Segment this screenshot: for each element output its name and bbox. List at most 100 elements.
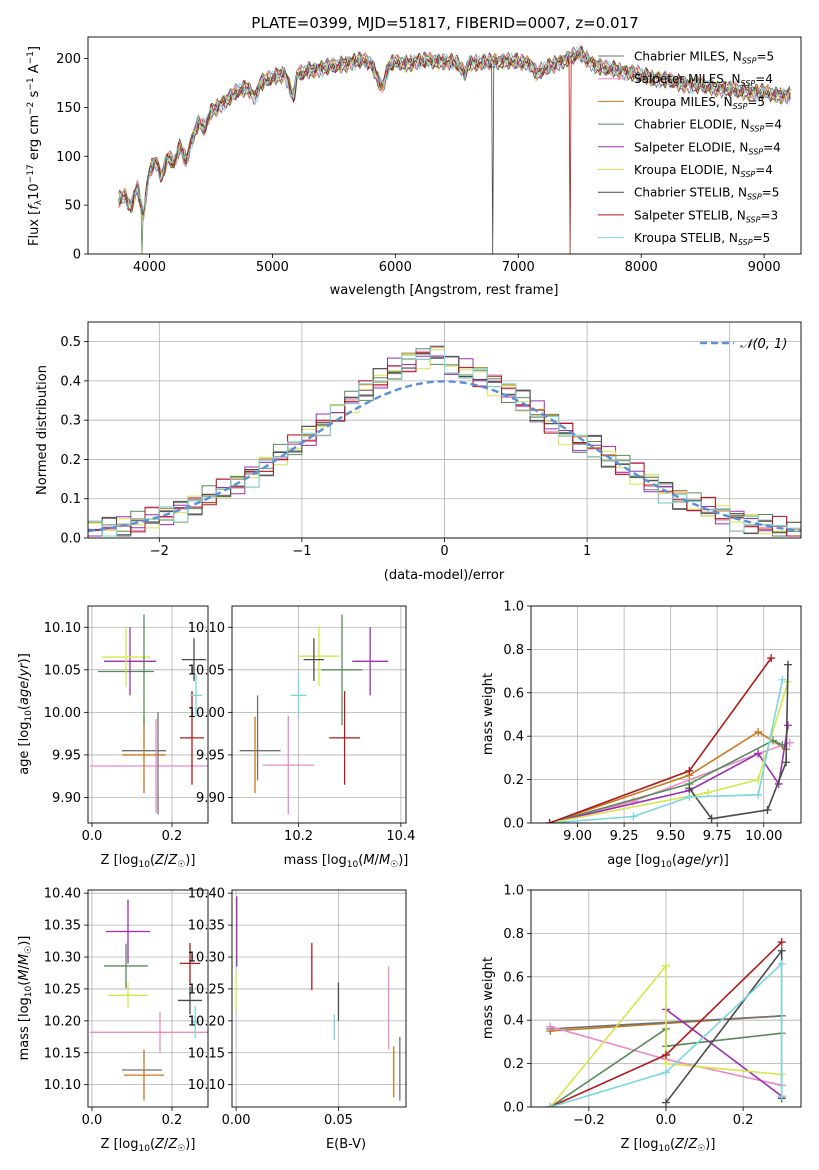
axes-frame (87, 36, 802, 255)
residual-histogram-panel: −2 −1 0 1 2 0.0 0.1 0.2 0.3 0.4 0.5 𝒩(0, 1) (60, 321, 802, 559)
plot-area (88, 345, 801, 537)
normal-curve (88, 380, 801, 533)
plus-marker (662, 1068, 670, 1077)
errorbar-point-4 (104, 627, 156, 696)
legend-label-tail: =3 (760, 208, 778, 222)
y-tick-label: 10.00 (44, 706, 81, 721)
y-tick-label: 10.15 (44, 1046, 81, 1061)
plot-area (545, 654, 794, 823)
legend-label-subscript: SSP (741, 170, 756, 179)
x-tick-label: 9.75 (703, 829, 732, 844)
y-tick-label: 0.8 (503, 643, 524, 658)
mass-weight-vs-age-panel: 9.00 9.25 9.50 9.75 10.00 0.0 0.2 0.4 0.6 0.8 1.0 (503, 600, 802, 844)
errorbar-point-1 (90, 1011, 208, 1053)
plus-marker (777, 959, 786, 968)
plus-marker (685, 766, 694, 775)
x-tick-label: 9.25 (610, 829, 639, 844)
axes-frame (231, 889, 407, 1108)
plus-marker (754, 727, 763, 736)
mass-weight-line-3 (549, 739, 783, 823)
histogram-legend: 𝒩(0, 1) (700, 337, 787, 352)
axes-frame (87, 321, 802, 539)
y-tick-label: 0.0 (60, 532, 81, 547)
x-tick-label: 0.0 (82, 1113, 103, 1128)
errorbar-point-1 (262, 715, 314, 815)
errorbar-point-6 (303, 638, 325, 681)
legend-label-subscript: SSP (750, 125, 765, 134)
plot-area (90, 614, 208, 815)
legend-label-subscript: SSP (733, 102, 748, 111)
plus-marker (629, 812, 638, 821)
x-tick-label: 0.2 (733, 1113, 754, 1128)
y-tick-label: 10.35 (188, 919, 225, 934)
mass-vs-metallicity-panel: 0.0 0.2 10.10 10.15 10.20 10.25 10.30 10.35 10.4… (44, 887, 209, 1128)
errorbar-point-6 (182, 638, 206, 681)
y-tick-label: 150 (56, 101, 81, 116)
plus-marker (685, 792, 694, 801)
plus-marker (767, 654, 776, 663)
x-tick-label: 0.0 (656, 1113, 677, 1128)
plus-marker (754, 790, 763, 799)
y-tick-label: 9.90 (196, 791, 225, 806)
y-tick-label: 0.4 (503, 730, 524, 745)
p7-ylabel: mass weight (481, 957, 496, 1039)
y-tick-label: 10.25 (188, 982, 225, 997)
y-tick-label: 9.90 (52, 791, 81, 806)
plus-marker (662, 1059, 670, 1068)
errorbar-point-7 (329, 691, 360, 785)
mass-weight-line-5 (549, 963, 782, 1107)
errorbar-point-4 (352, 627, 389, 696)
p2-xlabel: Z [log10(Z/Z☉)] (101, 853, 196, 870)
errorbar-point-2 (122, 716, 166, 794)
y-tick-label: 10.10 (188, 1078, 225, 1093)
y-tick-label: 0.2 (503, 1057, 524, 1072)
errorbar-point-8 (290, 674, 307, 717)
legend-label-main: Chabrier STELIB, N (634, 186, 747, 200)
legend-label-main: Kroupa ELODIE, N (634, 163, 741, 177)
x-tick-label: 0.2 (162, 829, 183, 844)
x-tick-label: 9000 (748, 260, 781, 275)
plus-marker (783, 660, 792, 669)
errorbar-point-7 (180, 691, 204, 785)
p7-xlabel: Z [log10(Z/Z☉)] (621, 1137, 716, 1154)
spectrum-line-3 (118, 50, 791, 254)
spectrum-line-6 (118, 46, 791, 254)
legend-entry-label: 𝒩(0, 1) (740, 337, 787, 352)
age-vs-mass-panel: 10.2 10.4 9.90 9.95 10.00 10.05 10.10 (188, 605, 415, 844)
mass-vs-ebv-panel: 0.00 0.05 10.10 10.15 10.20 10.25 10.30 10.35 10… (188, 887, 407, 1128)
y-tick-label: 10.25 (44, 982, 81, 997)
y-tick-label: 9.95 (196, 748, 225, 763)
y-tick-label: 10.10 (44, 621, 81, 636)
plus-marker (546, 1103, 555, 1107)
y-tick-label: 0.0 (503, 1101, 524, 1116)
axes-frame (530, 889, 802, 1108)
y-tick-label: 0.3 (60, 414, 81, 429)
legend-label-main: Kroupa STELIB, N (634, 231, 738, 245)
x-tick-label: 0.05 (324, 1113, 353, 1128)
y-tick-label: 10.20 (44, 1014, 81, 1029)
y-tick-label: 0.8 (503, 927, 524, 942)
y-tick-label: 10.05 (44, 663, 81, 678)
errorbar-point-1 (90, 719, 208, 813)
errorbar-point-2 (124, 1049, 164, 1101)
p2-ylabel: age [log10(age/yr)] (17, 653, 34, 775)
plus-marker (777, 946, 786, 955)
legend-label-main: Kroupa MILES, N (634, 95, 733, 109)
errorbar-point-8 (190, 674, 202, 717)
legend-entry-label: Kroupa STELIB, NSSP=5 (634, 231, 770, 247)
y-tick-label: 200 (56, 52, 81, 67)
histogram-ylabel: Normed distribution (35, 365, 50, 495)
x-tick-label: 0.2 (162, 1113, 183, 1128)
x-tick-label: −1 (292, 544, 311, 559)
legend-entry-label: Salpeter STELIB, NSSP=3 (634, 208, 778, 224)
legend-label-tail: =4 (763, 140, 781, 154)
legend-entry-label: Chabrier ELODIE, NSSP=4 (634, 118, 782, 134)
plus-marker (777, 1092, 786, 1101)
legend-label-tail: =4 (764, 118, 782, 132)
y-tick-label: 10.15 (188, 1046, 225, 1061)
y-tick-label: 10.30 (188, 951, 225, 966)
plus-marker (545, 819, 554, 823)
plus-marker (546, 1022, 555, 1031)
x-tick-label: 10.2 (284, 829, 313, 844)
plus-marker (783, 721, 792, 730)
